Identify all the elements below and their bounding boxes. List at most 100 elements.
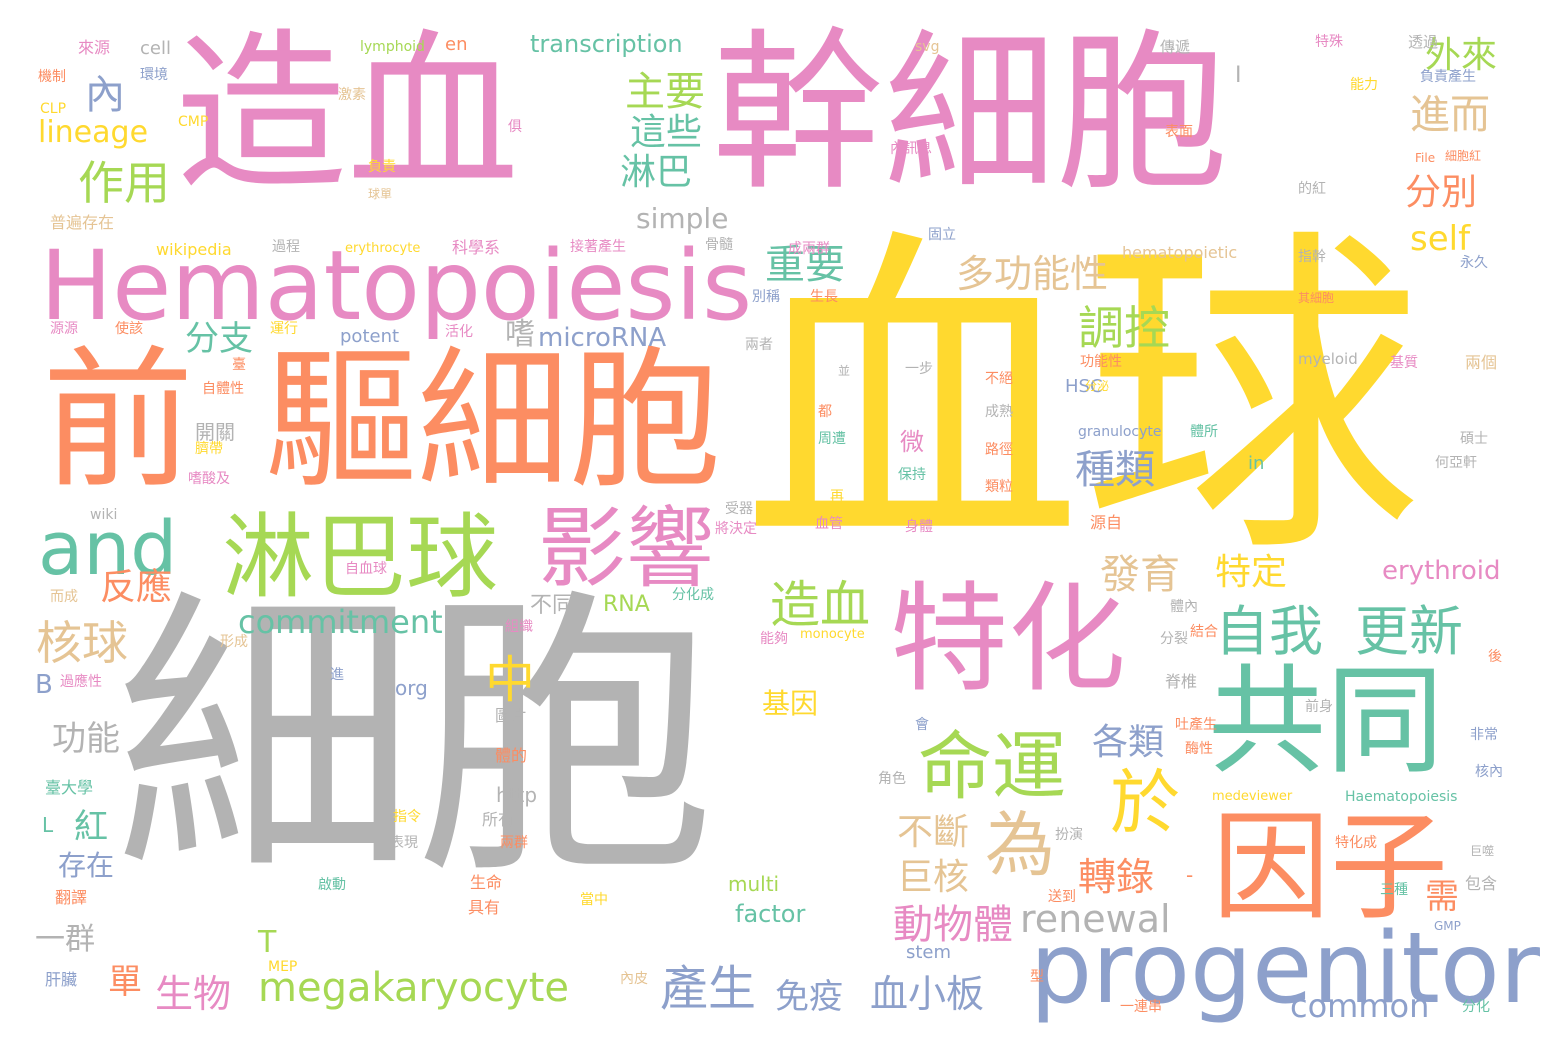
word-fate: 命運 [918, 724, 1066, 810]
word-functional: 功能性 [1080, 354, 1122, 370]
word-express: 表現 [390, 835, 418, 851]
word-inner: 內 [85, 72, 125, 118]
word-self-zh: 自我 [1215, 600, 1323, 663]
word-autologous: 自體性 [202, 381, 244, 397]
word-send-to: 送到 [1048, 889, 1076, 905]
word-make: 使該 [115, 321, 143, 337]
word-exist: 存在 [58, 849, 115, 882]
word-in: in [1248, 453, 1265, 474]
word-a-series: 一連串 [1120, 999, 1162, 1015]
word-animal-body: 動物體 [893, 902, 1013, 948]
word-endothelium: 內皮 [620, 971, 648, 987]
word-mechanism: 機制 [38, 69, 66, 85]
word-progenitor-cell-zh: 驅細胞 [265, 332, 721, 509]
word-hematopoiesis-zh-small: 造血 [770, 576, 870, 634]
word-able: 能夠 [760, 631, 788, 647]
word-L: L [42, 813, 54, 837]
word-globule: 球單 [368, 187, 393, 201]
word-translate: 翻譯 [55, 888, 88, 907]
word-environment: 環境 [140, 67, 168, 83]
word-differentiate: 分化 [1462, 999, 1490, 1015]
word-university: 臺大學 [45, 778, 94, 797]
word-stem-cell-zh: 幹細胞 [712, 13, 1228, 214]
word-establish: 固立 [928, 227, 956, 243]
word-reaction: 反應 [100, 567, 173, 608]
word-author-name: 何亞軒 [1435, 455, 1477, 471]
word-hematopoiesis: Hematopoiesis [40, 230, 753, 342]
word-master: 碩士 [1460, 431, 1488, 447]
word-blood-cell: 血球 [742, 202, 1422, 598]
word-white-blood-cell: 自血球 [345, 561, 387, 577]
word-megakaryo-zh: 巨核 [897, 857, 970, 898]
word-predecessor: 前身 [1305, 699, 1333, 715]
word-activate: 活化 [445, 324, 473, 340]
word-medeviewer: medeviewer [1212, 789, 1293, 804]
word-then-produce: 接著產生 [570, 239, 626, 255]
word-function: 功能 [52, 719, 120, 759]
word-clp: CLP [40, 101, 67, 117]
word-include: 包含 [1465, 874, 1498, 893]
word-megakaryocyte: megakaryocyte [258, 965, 569, 1011]
word-nucleus: 核球 [36, 616, 128, 670]
word-mep: MEP [268, 959, 298, 975]
word-refer-stem: 指幹 [1298, 249, 1326, 265]
word-gmp: GMP [1434, 919, 1461, 933]
word-process: 過程 [272, 239, 300, 255]
word-rna: RNA [603, 592, 650, 617]
word-erythroid: erythroid [1382, 556, 1501, 586]
word-produce: 產生 [660, 961, 757, 1017]
word-tissue: 組織 [505, 619, 533, 635]
word-svg: svg [915, 39, 940, 55]
word-common: common [1290, 987, 1430, 1025]
word-transmit: 傳遞 [1160, 38, 1191, 56]
word-renewal: renewal [1020, 897, 1171, 941]
word-permanent: 永久 [1460, 255, 1488, 271]
word-function-role: 作用 [78, 156, 170, 210]
word-cell: cell [140, 38, 171, 59]
word-T: T [258, 925, 277, 960]
word-cmp: CMP [178, 114, 209, 130]
word-haematopoiesis: Haematopoiesis [1345, 789, 1458, 805]
word-immunity: 免疫 [775, 977, 843, 1017]
word-and-also: 並 [838, 364, 851, 378]
word-precursor: 前 [42, 332, 194, 509]
word-file: File [1415, 151, 1436, 165]
word-specific: 特定 [1215, 552, 1288, 593]
word-renew-zh: 更新 [1355, 600, 1463, 663]
word-at: 於 [1110, 762, 1180, 844]
word-multi: multi [728, 872, 780, 896]
word-role: 角色 [878, 771, 906, 787]
word-all: 都 [818, 404, 832, 420]
word-factor-zh: 因子 [1212, 798, 1449, 936]
word-life: 生命 [470, 873, 503, 892]
word-form: 形成 [220, 634, 248, 650]
word-liver: 肝臟 [45, 970, 78, 989]
word-matrix: 基質 [1390, 355, 1418, 371]
word-lineage: lineage [38, 115, 149, 150]
word-spit-produce: 吐產生 [1175, 717, 1217, 733]
word-constantly: 不斷 [897, 812, 970, 853]
word-maintain: 保持 [898, 467, 926, 483]
word-umbilical: 臍帶 [195, 441, 223, 457]
word-instruction: 指令 [393, 809, 421, 825]
word-branch: 分支 [185, 319, 253, 359]
word-middle: 中 [485, 651, 535, 709]
word-macrophage: 巨噬 [1470, 844, 1495, 858]
word-progenitor: progenitor [1030, 911, 1540, 1026]
word-eosinophil: 嗜酸及 [188, 471, 230, 487]
word-respectively: 分別 [1405, 172, 1478, 213]
word-organism: 生物 [155, 972, 232, 1016]
word-receptor: 受器 [725, 501, 753, 517]
word-platelet: 血小板 [870, 972, 985, 1016]
word-factor: factor [735, 900, 806, 928]
word-surrounding: 周遭 [818, 431, 846, 447]
word-hematopoiesis-zh: 造血 [175, 13, 519, 214]
word-microrna: microRNA [538, 323, 667, 353]
word-enter: 進 [330, 667, 344, 683]
word-potent: potent [340, 326, 400, 347]
word-play-role: 扮演 [1055, 827, 1083, 843]
word-erythrocyte: erythrocyte [345, 241, 421, 256]
word-red: 紅 [74, 807, 108, 847]
word-both: 兩者 [745, 337, 773, 353]
word-self: self [1410, 219, 1471, 259]
